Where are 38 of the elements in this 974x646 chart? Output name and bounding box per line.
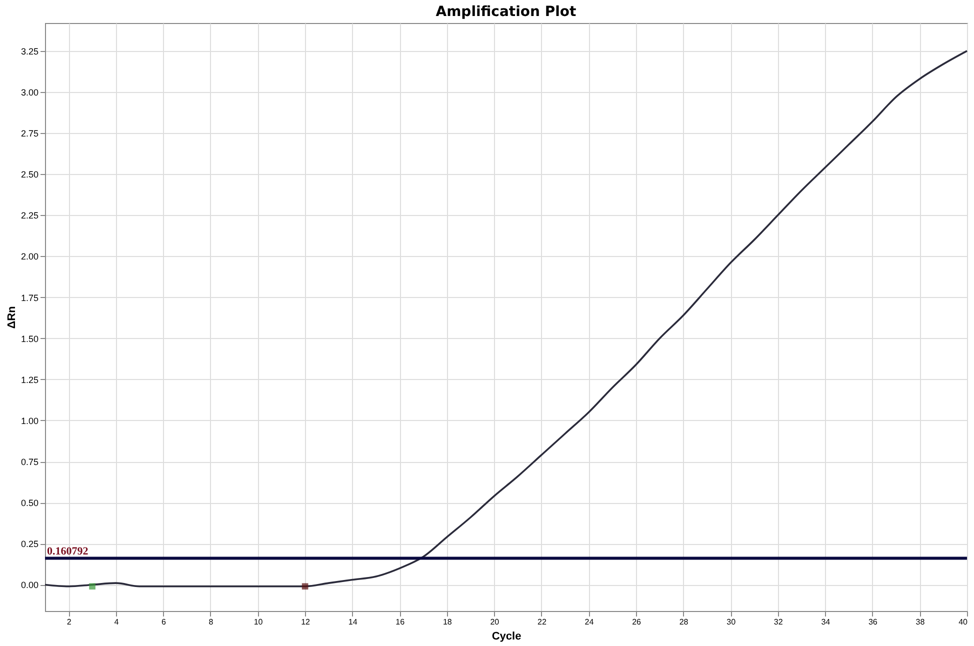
x-tick-label: 40 bbox=[958, 618, 968, 626]
x-tick-label: 20 bbox=[490, 618, 500, 626]
y-tick-label: 1.00 bbox=[20, 416, 38, 426]
x-tick-label: 8 bbox=[208, 618, 214, 626]
x-tick-label: 36 bbox=[868, 618, 878, 626]
y-tick-label: 1.50 bbox=[20, 334, 38, 344]
x-tick-label: 16 bbox=[396, 618, 406, 626]
y-axis-title: ΔRn bbox=[6, 306, 18, 329]
y-tick-label: 0.50 bbox=[20, 498, 38, 508]
y-tick-label: 3.25 bbox=[20, 46, 38, 56]
x-tick-label: 18 bbox=[442, 618, 452, 626]
y-tick-label: 1.75 bbox=[20, 292, 38, 303]
x-tick-label: 22 bbox=[538, 618, 547, 626]
x-tick-label: 10 bbox=[254, 618, 264, 626]
x-tick-label: 2 bbox=[66, 618, 72, 626]
y-tick-label: 2.00 bbox=[20, 252, 38, 262]
y-tick-label: 0.00 bbox=[20, 580, 38, 590]
x-tick-label: 6 bbox=[161, 618, 166, 626]
x-tick-label: 34 bbox=[821, 618, 831, 626]
chart-title: Amplification Plot bbox=[436, 4, 577, 20]
x-tick-label: 12 bbox=[301, 618, 311, 626]
x-tick-label: 38 bbox=[916, 618, 926, 626]
x-tick-label: 26 bbox=[632, 618, 642, 626]
y-tick-label: 2.50 bbox=[20, 170, 38, 180]
x-tick-label: 14 bbox=[348, 618, 358, 626]
y-tick-label: 2.25 bbox=[20, 210, 38, 221]
ref-line-label: 0.160792 bbox=[47, 545, 89, 558]
y-tick-label: 0.75 bbox=[20, 457, 38, 468]
y-tick-label: 2.75 bbox=[20, 128, 38, 139]
y-tick-label: 3.00 bbox=[20, 87, 38, 98]
x-tick-label: 28 bbox=[679, 618, 689, 626]
x-tick-label: 24 bbox=[584, 618, 594, 626]
y-tick-label: 0.25 bbox=[20, 539, 38, 550]
x-tick-label: 4 bbox=[114, 618, 120, 626]
x-tick-label: 32 bbox=[774, 618, 784, 626]
y-tick-label: 1.25 bbox=[20, 374, 38, 385]
x-axis-title: Cycle bbox=[492, 630, 522, 642]
x-tick-label: 30 bbox=[726, 618, 736, 626]
